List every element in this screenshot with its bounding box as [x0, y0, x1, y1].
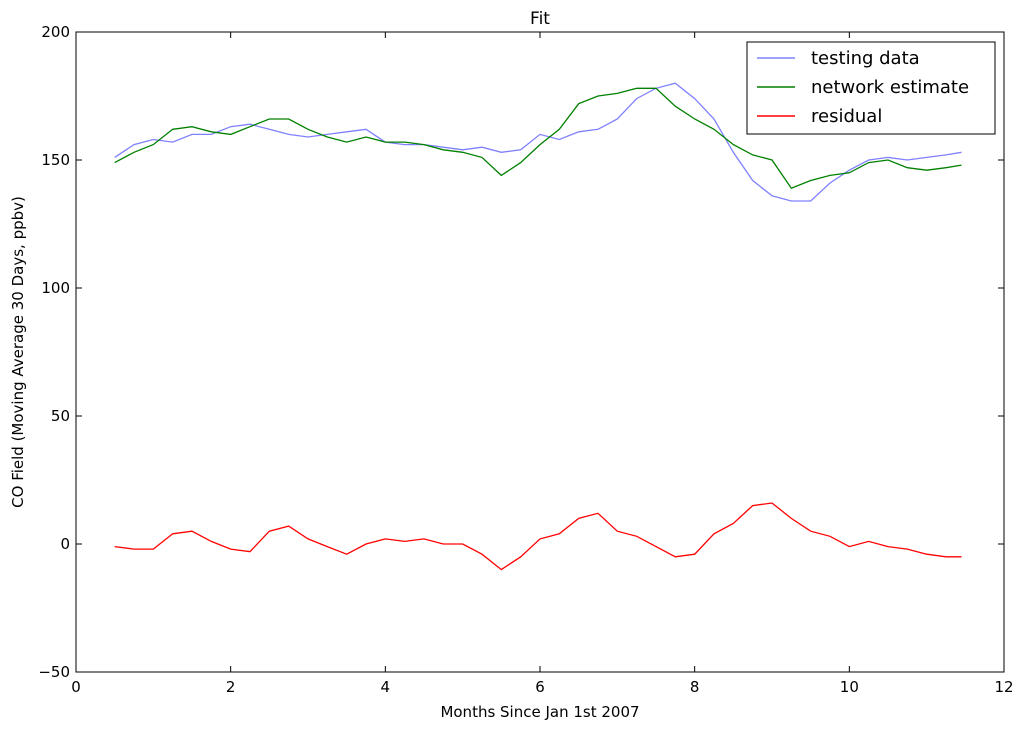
y-axis-label: CO Field (Moving Average 30 Days, ppbv) — [9, 196, 27, 508]
legend-label-0: testing data — [811, 48, 920, 69]
y-tick-label: 50 — [51, 407, 70, 425]
plot-lines — [114, 82, 962, 571]
series-line-0 — [114, 82, 962, 202]
series-line-2 — [114, 502, 962, 571]
legend-label-1: network estimate — [811, 77, 969, 98]
chart-title: Fit — [530, 9, 550, 29]
x-tick-label: 6 — [535, 678, 545, 696]
legend: testing data network estimate residual — [746, 41, 996, 135]
y-tick-label: 100 — [41, 279, 70, 297]
y-tick-label: 0 — [60, 535, 70, 553]
legend-label-2: residual — [811, 106, 882, 127]
x-tick-label: 0 — [71, 678, 81, 696]
series-line-1 — [114, 87, 962, 189]
x-tick-label: 12 — [994, 678, 1013, 696]
x-axis-label: Months Since Jan 1st 2007 — [440, 703, 639, 721]
x-tick-label: 4 — [381, 678, 391, 696]
x-tick-label: 10 — [840, 678, 859, 696]
y-tick-label: 200 — [41, 23, 70, 41]
x-tick-label: 8 — [690, 678, 700, 696]
y-tick-label: 150 — [41, 151, 70, 169]
y-tick-label: −50 — [38, 663, 70, 681]
x-tick-label: 2 — [226, 678, 236, 696]
